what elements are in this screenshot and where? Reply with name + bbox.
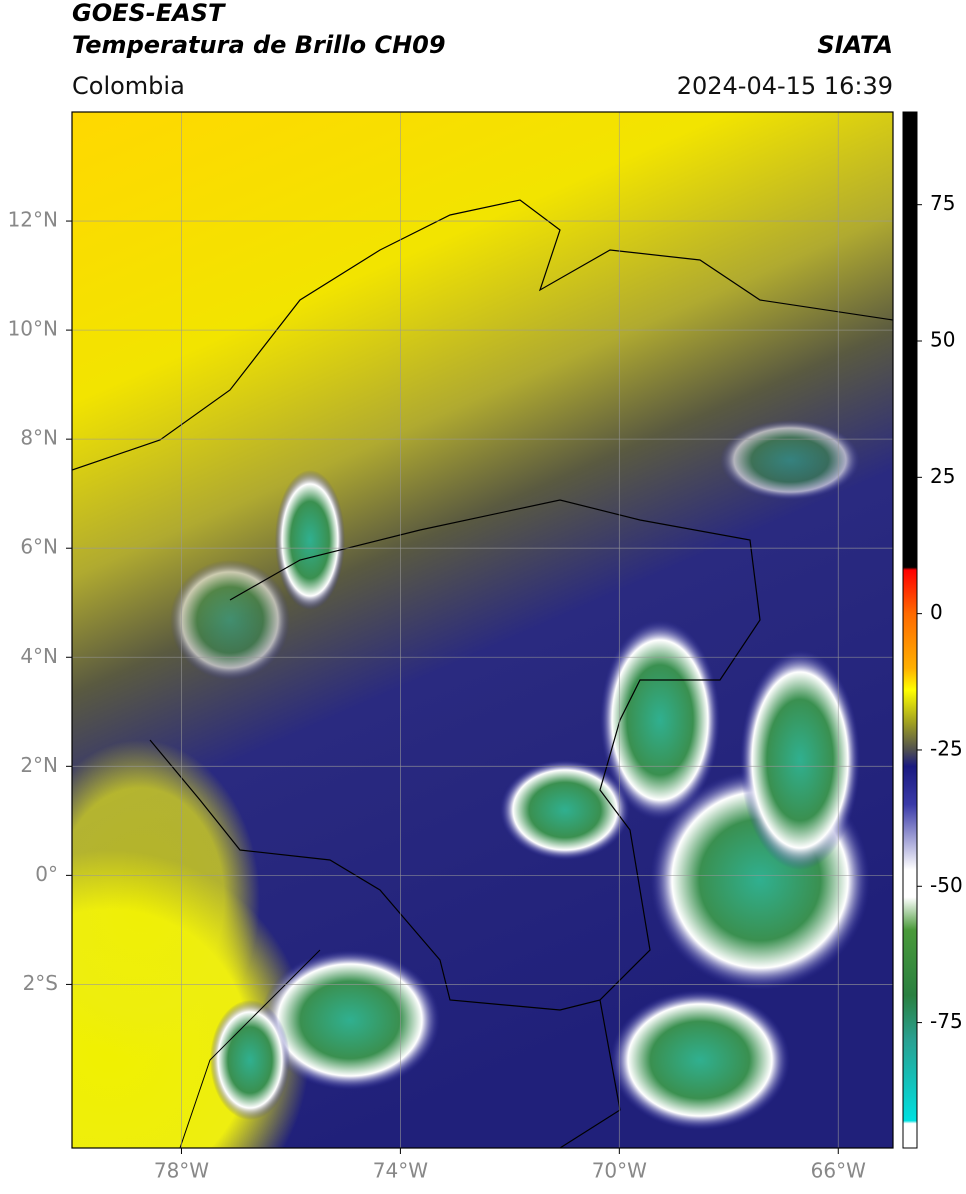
y-tick-label: 2°N [20, 753, 58, 777]
colorbar-tick-label: 75 [930, 191, 955, 215]
title: GOES-EAST [72, 0, 226, 27]
x-tick-label: 78°W [154, 1159, 209, 1183]
satellite-image [72, 112, 893, 1148]
y-tick-label: 8°N [20, 426, 58, 450]
y-tick-label: 2°S [23, 971, 58, 995]
colorbar-tick-label: 50 [930, 328, 955, 352]
colorbar-tick-label: 25 [930, 464, 955, 488]
x-tick-label: 66°W [811, 1159, 866, 1183]
colorbar-tick-label: -25 [930, 736, 963, 760]
y-tick-label: 4°N [20, 644, 58, 668]
datetime: 2024-04-15 16:39 [677, 72, 893, 100]
map-frame [71, 111, 894, 1149]
x-tick-label: 74°W [373, 1159, 428, 1183]
y-tick-label: 10°N [8, 317, 58, 341]
colorbar-tick-label: -75 [930, 1009, 963, 1033]
colorbar [902, 111, 918, 1149]
colorbar-tick-label: 0 [930, 600, 943, 624]
region: Colombia [72, 72, 185, 100]
colorbar-tick-label: -50 [930, 873, 963, 897]
y-tick-label: 12°N [8, 208, 58, 232]
subtitle: Temperatura de Brillo CH09 [72, 31, 446, 59]
y-tick-label: 6°N [20, 535, 58, 559]
y-tick-label: 0° [35, 862, 58, 886]
x-tick-label: 70°W [592, 1159, 647, 1183]
source: SIATA [817, 31, 893, 59]
